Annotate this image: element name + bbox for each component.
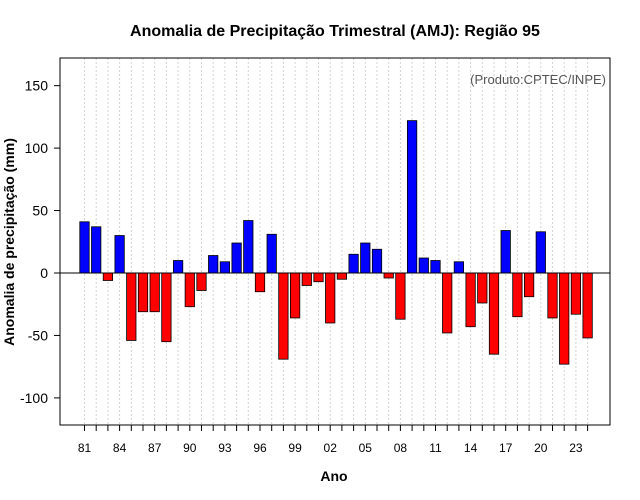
x-tick-label: 20 [534,441,548,455]
bar-1989 [172,260,184,274]
x-tick-label: 90 [183,441,197,455]
bar-1998 [278,272,289,360]
x-tick-label: 99 [288,441,302,455]
bar-2009 [406,120,418,274]
bar-1993 [219,261,230,274]
grid-layer [84,58,589,425]
bar-2022 [559,272,570,365]
y-tick-label: -50 [28,327,48,343]
bar-1990 [184,272,195,308]
bar-1996 [254,272,266,293]
bar-1988 [161,272,172,343]
bar-1992 [208,255,219,274]
bar-2011 [430,260,441,274]
bar-1991 [196,272,207,291]
x-tick-label: 96 [253,441,267,455]
x-tick-label: 87 [148,441,162,455]
bar-1986 [137,272,149,313]
bar-2004 [348,253,359,274]
bar-2006 [371,248,383,274]
bar-2002 [325,272,336,324]
bar-2014 [465,272,476,328]
bar-2003 [336,272,348,280]
bar-2013 [453,261,465,274]
x-tick-label: 81 [78,441,92,455]
x-tick-label: 05 [359,441,373,455]
bar-2020 [535,231,546,274]
bar-2005 [360,242,371,274]
y-axis-label: Anomalia de precipitação (mm) [1,138,17,346]
chart-title: Anomalia de Precipitação Trimestral (AMJ… [130,23,540,40]
y-tick-label: 100 [25,140,49,156]
bar-2021 [547,272,558,319]
bar-2000 [301,272,312,286]
bar-2015 [477,272,488,304]
x-tick-label: 08 [394,441,408,455]
bar-1984 [114,235,125,274]
y-axis: -100 -50 0 50 100 150 [20,78,60,406]
x-axis: 81 84 87 90 93 96 99 02 05 08 11 14 17 20 23 [78,425,589,455]
bar-2016 [488,272,500,355]
bar-2023 [570,272,582,315]
x-tick-label: 93 [218,441,232,455]
x-tick-label: 23 [569,441,583,455]
bar-2018 [512,272,523,318]
y-tick-label: 0 [40,265,48,281]
bar-2010 [418,257,429,274]
bar-1987 [149,272,160,313]
y-tick-label: 150 [25,78,49,94]
plot-frame [59,57,611,426]
bar-2017 [500,230,511,274]
bar-2008 [395,272,406,320]
bar-1985 [126,272,137,341]
bar-1994 [231,242,242,274]
bar-1981 [79,221,90,274]
credit-annotation: (Produto:CPTEC/INPE) [470,72,606,87]
bars-layer [79,120,593,365]
bar-1982 [91,226,102,274]
x-tick-label: 02 [324,441,338,455]
bar-2007 [383,272,394,279]
bar-1997 [266,233,277,274]
bar-2019 [524,272,535,298]
bar-2012 [442,272,453,334]
x-tick-label: 17 [499,441,513,455]
x-tick-label: 14 [464,441,478,455]
x-tick-label: 84 [113,441,127,455]
bar-1999 [289,272,301,319]
bar-2001 [313,272,324,283]
bar-1995 [243,220,254,274]
y-tick-label: -100 [20,390,48,406]
x-axis-label: Ano [320,468,347,484]
bar-2024 [582,272,593,339]
y-tick-label: 50 [32,203,48,219]
bar-1983 [102,272,113,281]
x-tick-label: 11 [429,441,442,455]
